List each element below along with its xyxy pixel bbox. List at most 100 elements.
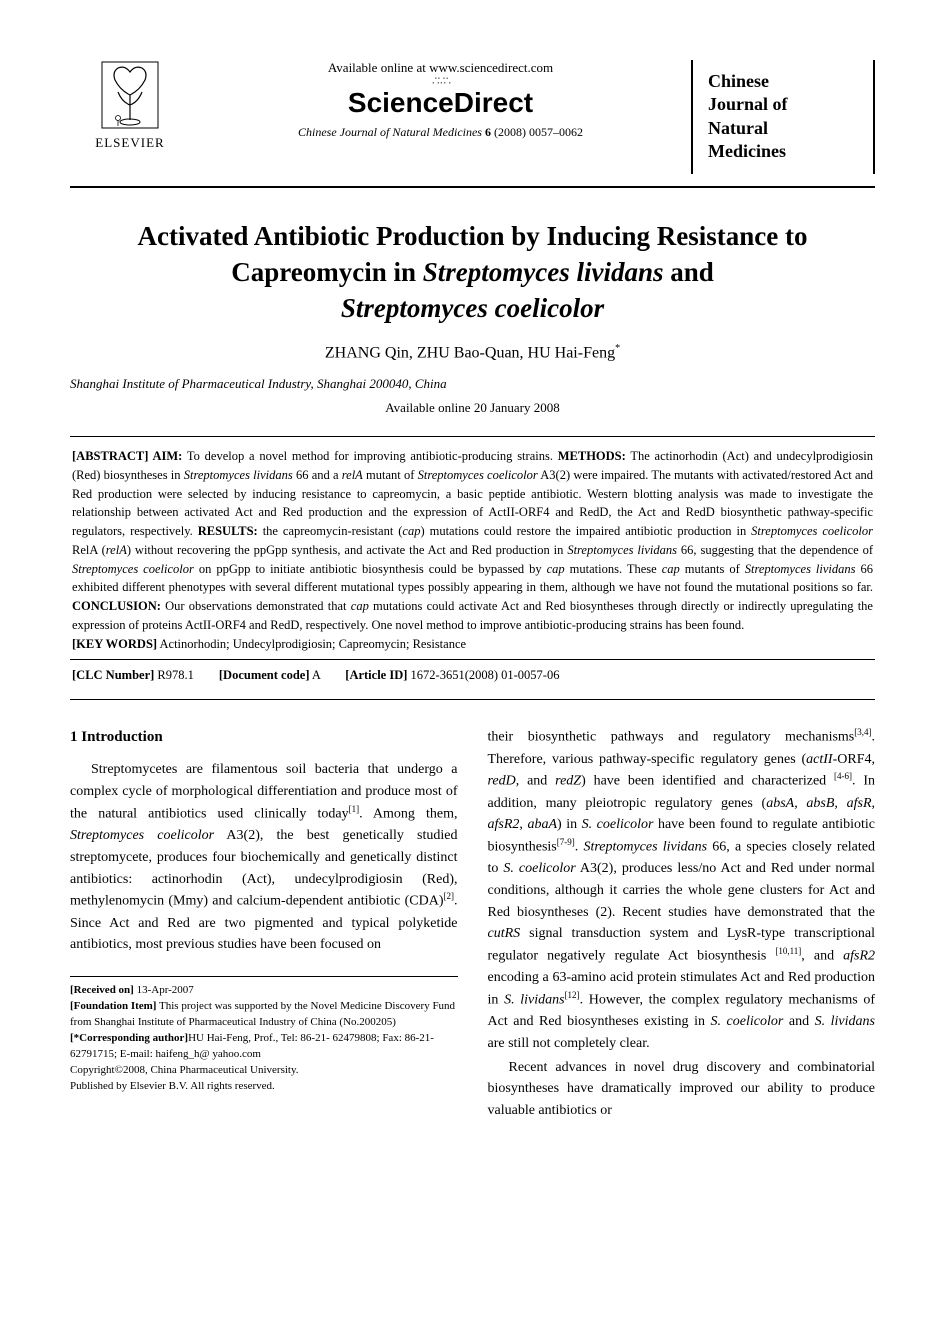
c2-sup5: [12] (565, 990, 580, 1000)
c2-g8: abaA (527, 817, 557, 832)
r-e: 66, suggesting that the dependence of (677, 543, 873, 557)
c1-sp1: Streptomyces coelicolor (70, 828, 214, 843)
clc-value: R978.1 (154, 668, 194, 682)
r-a: the capreomycin-resistant ( (258, 524, 403, 538)
abstract-label: [ABSTRACT] AIM: (72, 449, 182, 463)
authors-text: ZHANG Qin, ZHU Bao-Quan, HU Hai-Feng (325, 344, 615, 361)
c2-c3: , (872, 796, 876, 811)
body-columns: 1 Introduction Streptomycetes are filame… (70, 726, 875, 1124)
clc-label: [CLC Number] (72, 668, 154, 682)
methods-label: METHODS: (558, 449, 626, 463)
c2-g4: absA (766, 796, 794, 811)
received-label: [Received on] (70, 984, 134, 996)
c2-p1c: -ORF4, (833, 752, 875, 767)
journal-reference: Chinese Journal of Natural Medicines 6 (… (200, 125, 681, 140)
title-species1: Streptomyces lividans (423, 257, 670, 287)
r-d: ) without recovering the ppGpp synthesis… (127, 543, 567, 557)
journal-side-line2: Journal of (708, 93, 858, 116)
c2-g7: afsR2 (488, 817, 520, 832)
right-column: their biosynthetic pathways and regulato… (488, 726, 876, 1124)
c2-sup4: [10,11] (775, 946, 801, 956)
m-relA1: relA (342, 468, 363, 482)
r-c: RelA ( (72, 543, 106, 557)
intro-paragraph-1-cont: their biosynthetic pathways and regulato… (488, 726, 876, 1055)
r-b: ) mutations could restore the impaired a… (420, 524, 751, 538)
publisher-label: ELSEVIER (95, 135, 164, 151)
sciencedirect-logo: ScienceDirect (200, 87, 681, 119)
results-label: RESULTS: (198, 524, 258, 538)
article-title: Activated Antibiotic Production by Induc… (70, 218, 875, 327)
title-line2a: Capreomycin in (231, 257, 423, 287)
c2-p1g: ) in (557, 817, 582, 832)
m-b: 66 and a (293, 468, 342, 482)
c2-p1m: , and (801, 949, 843, 964)
abstract-divider (70, 659, 875, 660)
section-1-heading: 1 Introduction (70, 726, 458, 749)
c2-sup3: [7-9] (557, 837, 575, 847)
c-cap4: cap (351, 599, 369, 613)
c2-g2: redD (488, 774, 516, 789)
c2-g3: redZ (555, 774, 581, 789)
page-container: ELSEVIER Available online at www.science… (0, 0, 945, 1174)
corresponding-marker: * (615, 343, 620, 354)
r-cap1: cap (402, 524, 420, 538)
meta-line: [CLC Number] R978.1 [Document code] A [A… (72, 666, 873, 685)
title-species2: Streptomyces coelicolor (341, 293, 604, 323)
intro-paragraph-1: Streptomycetes are filamentous soil bact… (70, 759, 458, 956)
c1-p1b: . Among them, (359, 806, 457, 821)
m-c: mutant of (363, 468, 418, 482)
journal-ref-prefix: Chinese Journal of Natural Medicines (298, 125, 485, 139)
r-g: mutations. These (565, 562, 662, 576)
doc-label: [Document code] (219, 668, 310, 682)
copyright-line: Copyright©2008, China Pharmaceutical Uni… (70, 1063, 458, 1079)
affiliation: Shanghai Institute of Pharmaceutical Ind… (70, 376, 875, 392)
r-f: on ppGpp to initiate antibiotic biosynth… (194, 562, 547, 576)
title-line2c: and (670, 257, 714, 287)
journal-ref-year: (2008) 0057–0062 (494, 125, 583, 139)
c2-p1a: their biosynthetic pathways and regulato… (488, 730, 855, 745)
publisher-block: ELSEVIER (70, 60, 190, 151)
r-cap2: cap (547, 562, 565, 576)
c1-sup2: [2] (444, 891, 455, 901)
keywords-text: Actinorhodin; Undecylprodigiosin; Capreo… (157, 637, 466, 651)
c2-p1d: , and (516, 774, 555, 789)
article-id-value: 1672-3651(2008) 01-0057-06 (407, 668, 559, 682)
r-sp6: Streptomyces lividans (745, 562, 856, 576)
journal-side-line1: Chinese (708, 70, 858, 93)
c2-g9: cutRS (488, 926, 521, 941)
c2-g5: absB (806, 796, 834, 811)
c2-sup1: [3,4] (854, 727, 871, 737)
journal-name-sidebar: Chinese Journal of Natural Medicines (691, 60, 875, 174)
c2-p1q: are still not completely clear. (488, 1036, 650, 1051)
foundation-label: [Foundation Item] (70, 1000, 156, 1012)
title-line1: Activated Antibiotic Production by Induc… (137, 221, 807, 251)
footnotes-block: [Received on] 13-Apr-2007 [Foundation It… (70, 976, 458, 1095)
c1-sup1: [1] (349, 804, 360, 814)
c2-sp4: S. lividans (504, 993, 565, 1008)
received-date: 13-Apr-2007 (134, 984, 194, 996)
abstract-box: [ABSTRACT] AIM: To develop a novel metho… (70, 436, 875, 700)
conclusion-label: CONCLUSION: (72, 599, 161, 613)
intro-paragraph-2: Recent advances in novel drug discovery … (488, 1057, 876, 1122)
r-relA2: relA (106, 543, 127, 557)
elsevier-tree-icon (100, 60, 160, 130)
c2-c2: , (834, 796, 846, 811)
journal-ref-volume: 6 (485, 125, 494, 139)
c2-g1: actII (806, 752, 832, 767)
r-h: mutants of (680, 562, 745, 576)
available-online-date: Available online 20 January 2008 (70, 400, 875, 416)
c2-sp5: S. coelicolor (711, 1014, 784, 1029)
header-center: Available online at www.sciencedirect.co… (190, 60, 691, 140)
abstract-aim: To develop a novel method for improving … (182, 449, 557, 463)
m-sp2: Streptomyces coelicolor (418, 468, 538, 482)
corresponding-label: [*Corresponding author] (70, 1032, 188, 1044)
c-a: Our observations demonstrated that (161, 599, 351, 613)
r-cap3: cap (662, 562, 680, 576)
author-list: ZHANG Qin, ZHU Bao-Quan, HU Hai-Feng* (70, 343, 875, 362)
r-sp3: Streptomyces coelicolor (751, 524, 873, 538)
c2-p1p: and (783, 1014, 814, 1029)
article-id-label: [Article ID] (345, 668, 407, 682)
keywords-label: [KEY WORDS] (72, 637, 157, 651)
c2-sp2: Streptomyces lividans (583, 840, 707, 855)
c2-c1: , (794, 796, 806, 811)
